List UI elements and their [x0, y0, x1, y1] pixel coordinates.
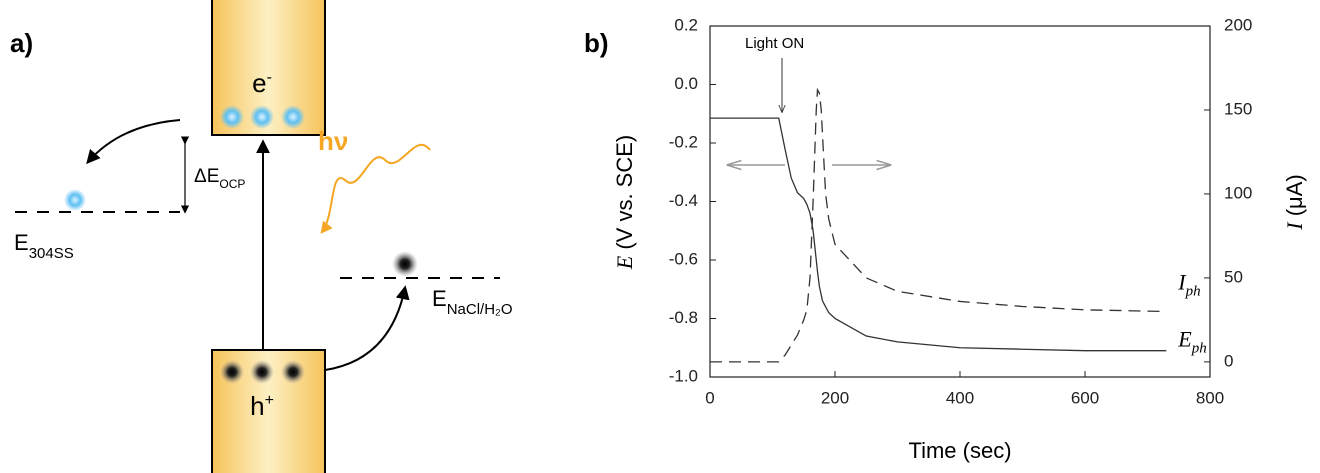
- plot-frame: [709, 25, 1211, 378]
- text: I: [1177, 270, 1187, 295]
- x-axis-label: Time (sec): [908, 438, 1011, 463]
- y-tick-label: 0.0: [674, 74, 698, 93]
- text: 304SS: [29, 245, 74, 262]
- x-tick-label: 400: [946, 388, 974, 407]
- text: I: [1282, 221, 1307, 231]
- x-tick-label: 800: [1196, 388, 1224, 407]
- panel-label: a): [10, 28, 33, 58]
- text: -: [267, 69, 272, 86]
- hole: [392, 251, 418, 277]
- y2-tick-label: 150: [1224, 99, 1252, 118]
- text: E: [612, 255, 637, 270]
- series-label: Eph: [1177, 327, 1206, 357]
- panel-a: a) e- h+ ΔEOCP E304SS hν ENaCl/H₂O: [10, 0, 513, 473]
- y-tick-label: 0.2: [674, 15, 698, 34]
- delta-label: ΔEOCP: [194, 166, 245, 191]
- text: (μA): [1282, 174, 1307, 216]
- text: NaCl/H₂O: [447, 301, 513, 318]
- hole: [250, 360, 274, 384]
- series-label: Iph: [1177, 270, 1200, 300]
- electron: [220, 105, 244, 129]
- photon-wave: [320, 143, 431, 234]
- text: ph: [1191, 341, 1207, 357]
- y-tick-label: -0.6: [669, 249, 698, 268]
- steel-label: E304SS: [14, 230, 74, 262]
- y-tick-label: -0.8: [669, 308, 698, 327]
- y-tick-label: -1.0: [669, 366, 698, 385]
- text: h: [250, 391, 264, 421]
- y-tick-label: -0.4: [669, 191, 698, 210]
- electron: [250, 105, 274, 129]
- text: E: [432, 286, 447, 311]
- y-tick-label: -0.2: [669, 132, 698, 151]
- y2-axis-label: I (μA): [1282, 174, 1307, 230]
- x-tick-label: 0: [705, 388, 714, 407]
- electron-label: e-: [252, 68, 272, 98]
- series-line: [710, 117, 1167, 352]
- text: (V vs. SCE): [612, 135, 637, 250]
- photon-label: hν: [318, 126, 348, 156]
- text: OCP: [219, 177, 245, 191]
- text: ph: [1185, 284, 1201, 300]
- hole: [281, 360, 305, 384]
- text: ΔE: [194, 166, 219, 187]
- electron: [64, 189, 86, 211]
- x-tick-label: 200: [821, 388, 849, 407]
- panel-b: b) Time (sec) E (V vs. SCE) I (μA) Light…: [584, 15, 1307, 463]
- hole-label: h+: [250, 391, 274, 421]
- x-tick-label: 600: [1071, 388, 1099, 407]
- y2-tick-label: 50: [1224, 267, 1243, 286]
- y-axis-label: E (V vs. SCE): [612, 135, 637, 270]
- transfer-arrow: [324, 285, 410, 371]
- text: E: [1177, 327, 1192, 352]
- y2-tick-label: 0: [1224, 351, 1233, 370]
- transfer-arrow: [86, 119, 181, 165]
- y2-tick-label: 100: [1224, 183, 1252, 202]
- series-line: [710, 87, 1167, 363]
- annotation: Light ON: [745, 35, 804, 52]
- panel-label: b): [584, 28, 609, 58]
- text: +: [265, 392, 274, 409]
- text: e: [252, 68, 266, 98]
- electron: [281, 105, 305, 129]
- nacl-label: ENaCl/H₂O: [432, 286, 513, 318]
- text: E: [14, 230, 29, 255]
- y2-tick-label: 200: [1224, 15, 1252, 34]
- hole: [220, 360, 244, 384]
